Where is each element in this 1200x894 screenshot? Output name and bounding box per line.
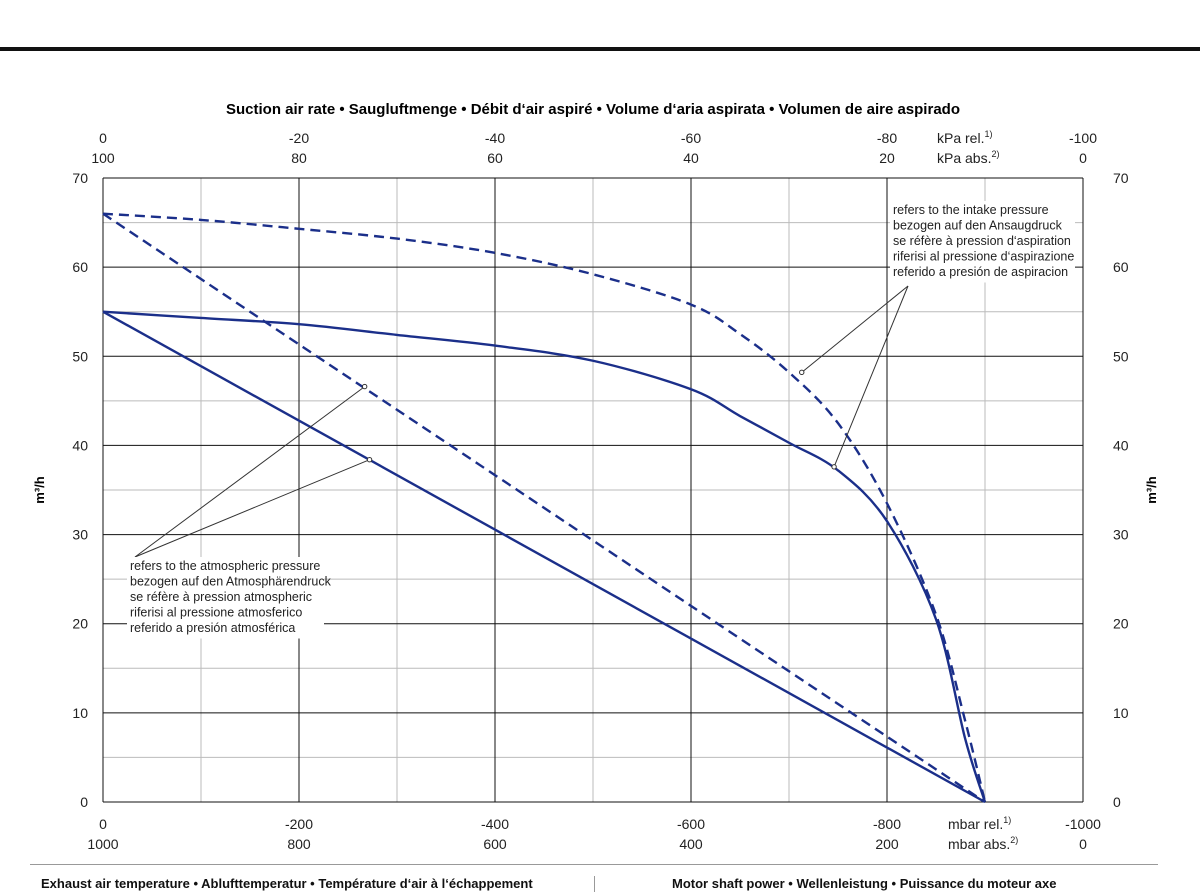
x-tick-top-rel: -80 <box>877 130 897 146</box>
y-tick-left: 30 <box>72 527 88 543</box>
y-tick-right: 0 <box>1113 794 1121 810</box>
x-tick-bottom-abs: 200 <box>875 836 899 852</box>
annotation-intake-line: riferisi al pressione d‘aspirazione <box>893 250 1074 264</box>
x-tick-bottom-abs: 600 <box>483 836 507 852</box>
leader-line-atmos-dashed <box>134 386 365 558</box>
annotation-intake-line: refers to the intake pressure <box>893 203 1049 217</box>
y-tick-right: 60 <box>1113 259 1129 275</box>
x-unit-top-abs: kPa abs.2) <box>937 149 1000 166</box>
series-line-2 <box>102 310 986 804</box>
y-tick-right: 10 <box>1113 705 1129 721</box>
annotation-atmospheric-line: bezogen auf den Atmosphärendruck <box>130 575 332 589</box>
leader-endpoint <box>831 464 837 470</box>
y-tick-left: 40 <box>72 437 88 453</box>
annotation-intake-line: bezogen auf den Ansaugdruck <box>893 219 1063 233</box>
y-tick-right: 70 <box>1113 170 1129 186</box>
x-tick-top-rel: -20 <box>289 130 309 146</box>
y-tick-right: 40 <box>1113 437 1129 453</box>
x-tick-top-rel: 0 <box>99 130 107 146</box>
x-tick-top-abs: 60 <box>487 150 503 166</box>
x-tick-top-abs: 40 <box>683 150 699 166</box>
footer-rule <box>30 864 1158 865</box>
series-group <box>102 212 987 804</box>
annotation-intake-line: se réfère à pression d‘aspiration <box>893 234 1071 248</box>
annotation-atmospheric-box <box>127 557 324 639</box>
y-tick-left: 50 <box>72 348 88 364</box>
leader-endpoint <box>799 369 805 376</box>
x-tick-top-abs: 80 <box>291 150 307 166</box>
series-line-1 <box>102 310 987 803</box>
annotation-atmospheric-line: se réfère à pression atmospheric <box>130 590 312 604</box>
y-tick-left: 70 <box>72 170 88 186</box>
x-tick-top-rel: -40 <box>485 130 505 146</box>
y-tick-right: 50 <box>1113 348 1129 364</box>
x-tick-top-rel: -100 <box>1069 130 1097 146</box>
x-tick-bottom-rel: -400 <box>481 816 509 832</box>
x-tick-bottom-abs: 400 <box>679 836 703 852</box>
leader-line-atmos-solid <box>134 459 370 558</box>
x-tick-top-rel: -60 <box>681 130 701 146</box>
annotation-atmospheric-line: riferisi al pressione atmosferico <box>130 606 302 620</box>
y-axis-label-left: m³/h <box>32 476 47 504</box>
annotation-intake-line: referido a presión de aspiracion <box>893 265 1068 279</box>
x-unit-top-rel: kPa rel.1) <box>937 129 992 146</box>
x-tick-bottom-abs: 1000 <box>87 836 118 852</box>
x-tick-bottom-rel: -600 <box>677 816 705 832</box>
leader-line-intake-solid <box>833 285 909 468</box>
x-tick-top-abs: 20 <box>879 150 895 166</box>
y-tick-left: 60 <box>72 259 88 275</box>
leader-endpoint <box>366 456 373 463</box>
leader-line-intake-dashed <box>801 285 909 373</box>
x-tick-bottom-abs: 0 <box>1079 836 1087 852</box>
top-rule <box>0 47 1200 51</box>
series-line-4 <box>102 212 986 803</box>
y-tick-right: 30 <box>1113 527 1129 543</box>
annotation-atmospheric-line: refers to the atmospheric pressure <box>130 559 320 573</box>
x-tick-top-abs: 0 <box>1079 150 1087 166</box>
annotation-atmospheric-line: referido a presión atmosférica <box>130 621 295 635</box>
y-tick-left: 20 <box>72 616 88 632</box>
grid <box>102 177 1084 803</box>
x-unit-bottom-abs: mbar abs.2) <box>948 835 1018 852</box>
y-axis-label-right: m³/h <box>1144 476 1159 504</box>
footer-exhaust-air-temperature: Exhaust air temperature • Ablufttemperat… <box>41 876 533 891</box>
x-unit-bottom-rel: mbar rel.1) <box>948 815 1011 832</box>
annotations: refers to the intake pressure bezogen auf… <box>127 201 1075 639</box>
y-tick-right: 20 <box>1113 616 1129 632</box>
footer-motor-shaft-power: Motor shaft power • Wellenleistung • Pui… <box>672 876 1057 891</box>
x-tick-bottom-rel: -800 <box>873 816 901 832</box>
annotation-intake-box <box>890 201 1075 283</box>
x-tick-bottom-rel: -1000 <box>1065 816 1101 832</box>
y-tick-left: 0 <box>80 794 88 810</box>
leader-endpoint <box>361 383 368 390</box>
x-tick-bottom-abs: 800 <box>287 836 311 852</box>
x-tick-bottom-rel: 0 <box>99 816 107 832</box>
y-tick-left: 10 <box>72 705 88 721</box>
footer-separator <box>594 876 595 892</box>
x-tick-bottom-rel: -200 <box>285 816 313 832</box>
suction-air-rate-chart: Suction air rate • Saugluftmenge • Débit… <box>32 101 1159 852</box>
chart-title: Suction air rate • Saugluftmenge • Débit… <box>226 101 960 118</box>
x-tick-top-abs: 100 <box>91 150 115 166</box>
